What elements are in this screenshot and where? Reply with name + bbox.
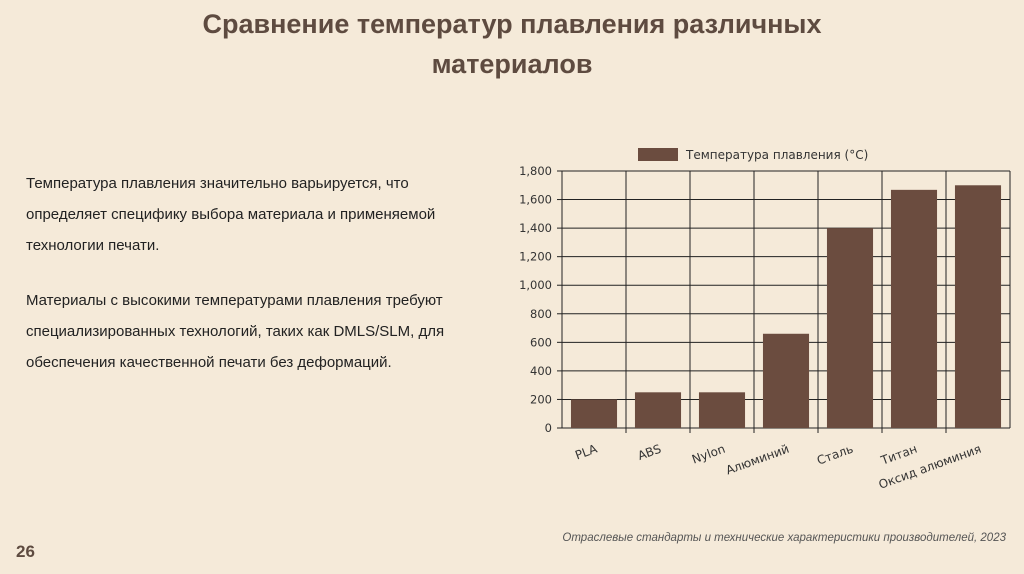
slide-title-line-2: материалов — [431, 49, 593, 79]
bar-титан — [890, 189, 938, 428]
x-tick-label: PLA — [573, 441, 600, 462]
source-note: Отраслевые стандарты и технические харак… — [562, 532, 1006, 544]
y-tick-label: 0 — [545, 421, 552, 435]
bar-сталь — [826, 228, 874, 428]
bar-pla — [570, 399, 618, 428]
y-tick-label: 1,400 — [519, 221, 552, 235]
paragraph-2: Материалы с высокими температурами плавл… — [26, 292, 445, 371]
body-text: Температура плавления значительно варьир… — [26, 168, 466, 402]
y-tick-label: 1,000 — [519, 278, 552, 292]
x-tick-label: Титан — [878, 442, 919, 468]
x-tick-label: Сталь — [815, 442, 855, 468]
bar-abs — [634, 392, 682, 428]
y-tick-label: 1,600 — [519, 193, 552, 207]
bar-оксид-алюминия — [954, 185, 1002, 428]
legend-label: Температура плавления (°C) — [685, 148, 868, 162]
slide-title: Сравнение температур плавления различных… — [0, 4, 1024, 84]
paragraph-1: Температура плавления значительно варьир… — [26, 175, 436, 254]
x-tick-label: Nylon — [690, 442, 727, 467]
y-tick-label: 800 — [530, 307, 552, 321]
y-tick-label: 400 — [530, 364, 552, 378]
legend-swatch — [638, 148, 678, 161]
y-tick-label: 1,200 — [519, 250, 552, 264]
y-tick-label: 600 — [530, 335, 552, 349]
x-tick-label: Алюминий — [724, 442, 791, 478]
y-tick-label: 1,800 — [519, 164, 552, 178]
bar-алюминий — [762, 333, 810, 428]
slide-title-line-1: Сравнение температур плавления различных — [202, 9, 822, 39]
x-tick-label: ABS — [636, 442, 663, 463]
y-tick-label: 200 — [530, 392, 552, 406]
page-number: 26 — [16, 542, 35, 561]
bar-nylon — [698, 392, 746, 428]
